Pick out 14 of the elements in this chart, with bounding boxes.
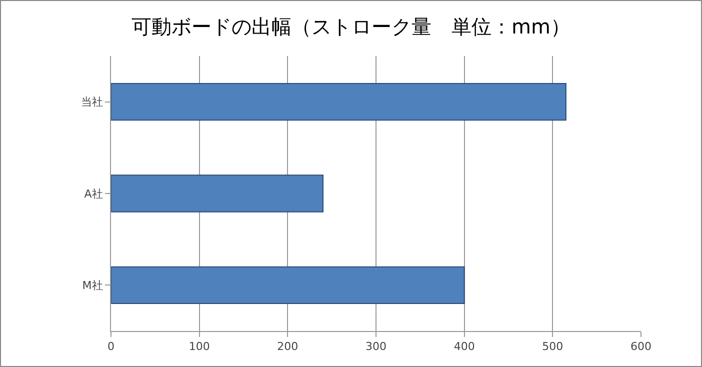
x-tick-label: 0 xyxy=(108,340,114,354)
bar xyxy=(111,174,324,212)
y-tick-label: 当社 xyxy=(80,96,103,109)
x-tick-label: 200 xyxy=(277,340,298,354)
y-tick-label: M社 xyxy=(82,279,103,292)
x-tick-label: 500 xyxy=(542,340,564,354)
y-tick-label: A社 xyxy=(84,187,103,200)
chart-title: 可動ボードの出幅（ストローク量 単位：mm） xyxy=(132,14,570,38)
bar xyxy=(111,266,465,304)
x-tick-label: 400 xyxy=(454,340,475,354)
x-tick-label: 600 xyxy=(630,340,652,354)
bar xyxy=(111,83,566,121)
x-tick-label: 100 xyxy=(188,340,210,354)
x-tick-label: 300 xyxy=(366,340,386,354)
